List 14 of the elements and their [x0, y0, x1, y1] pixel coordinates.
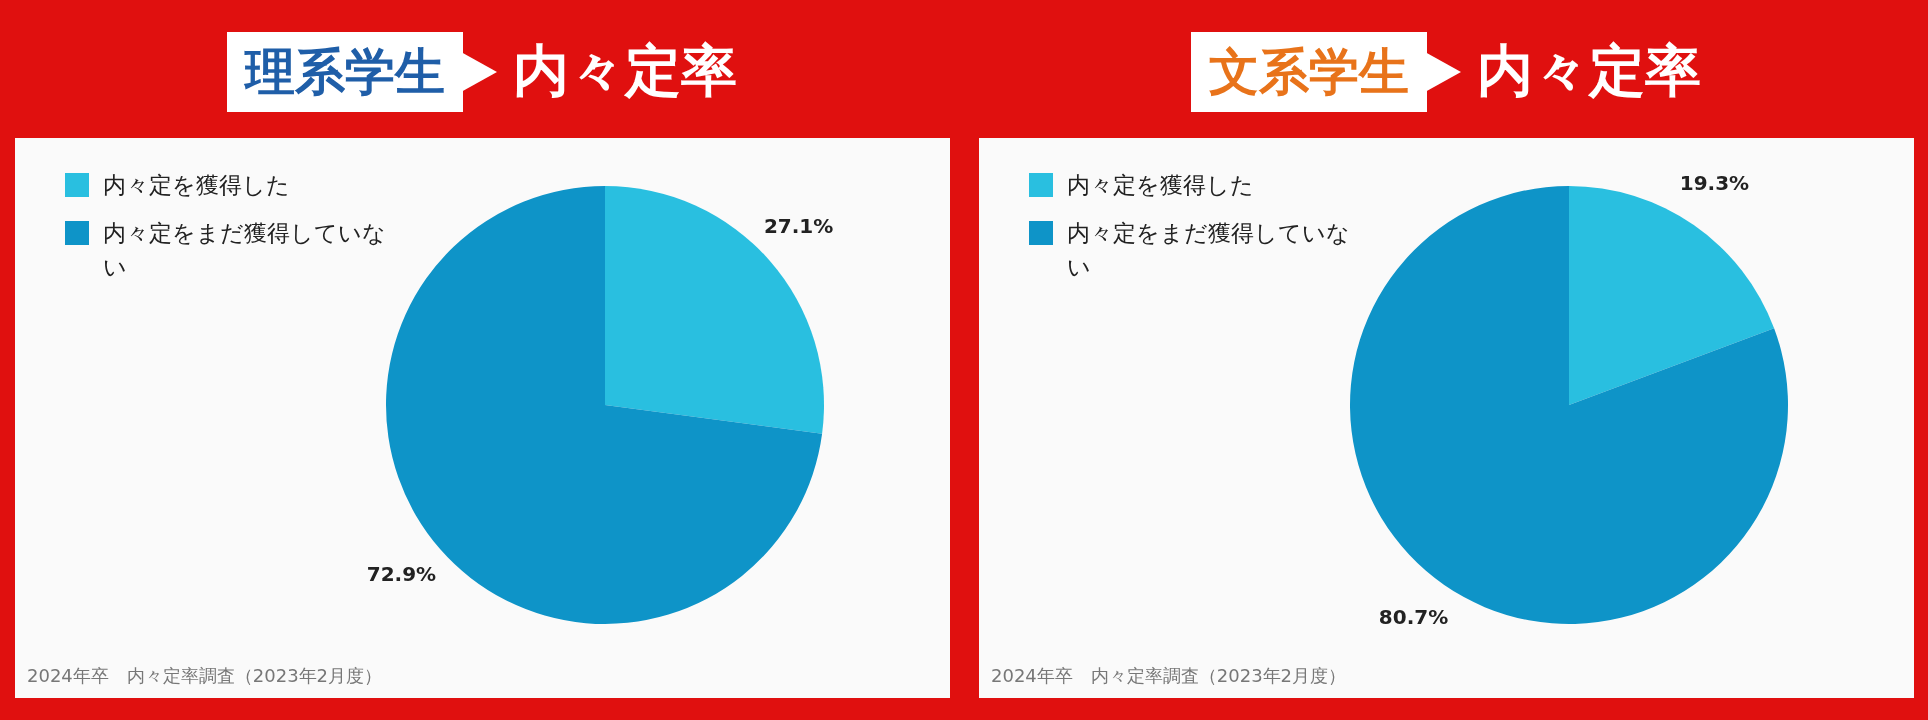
legend-label: 内々定をまだ獲得していない: [103, 219, 387, 282]
data-label: 80.7%: [1378, 604, 1449, 629]
chart-title: 理系学生: [227, 32, 463, 112]
chart-title: 文系学生: [1191, 32, 1427, 112]
chart-subtitle: 内々定率: [513, 37, 737, 105]
legend-label: 内々定を獲得した: [103, 171, 290, 200]
chart-subtitle: 内々定率: [1477, 37, 1701, 105]
text: 2024年卒 内々定率調査（2023年2月度）: [991, 664, 1347, 688]
legend-label: 内々定を獲得した: [1067, 171, 1254, 200]
data-label: 19.3%: [1679, 171, 1750, 196]
text: 2024年卒 内々定率調査（2023年2月度）: [27, 664, 383, 688]
legend-label: 内々定をまだ獲得していない: [1067, 219, 1351, 282]
data-label: 27.1%: [763, 214, 834, 239]
data-label: 72.9%: [366, 561, 437, 586]
